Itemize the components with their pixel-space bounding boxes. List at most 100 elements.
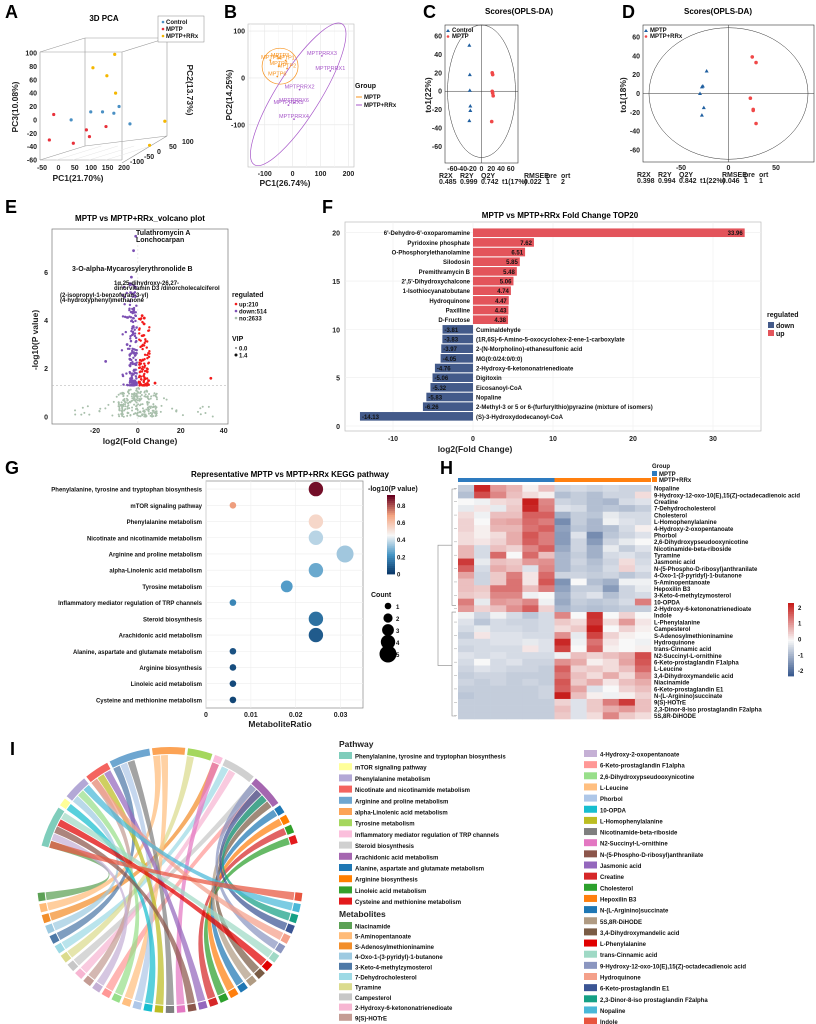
data-point-triangle <box>467 72 472 77</box>
point-down-regulated <box>128 309 131 312</box>
point-label: MPTP5 <box>261 55 279 61</box>
pathway-legend-swatch <box>339 852 352 860</box>
point-not-significant <box>155 392 158 395</box>
pathway-bubble <box>229 599 237 606</box>
heatmap-cell <box>538 632 555 640</box>
point-up-regulated <box>138 382 141 385</box>
heatmap-cell <box>570 591 587 599</box>
heatmap-cell <box>554 692 571 700</box>
point-not-significant <box>144 393 147 396</box>
colorbar-segment <box>788 603 794 606</box>
metabolite-legend-swatch <box>584 839 597 847</box>
point-down-regulated <box>129 300 132 303</box>
colorbar-segment <box>387 544 395 547</box>
heatmap-cell <box>538 485 555 492</box>
floor-edge <box>39 135 168 164</box>
colorbar-segment <box>387 552 395 555</box>
point-up-regulated <box>141 365 144 368</box>
colorbar-segment <box>387 530 395 533</box>
heatmap-cell <box>490 692 507 700</box>
chart-title: Scores(OPLS-DA) <box>684 7 752 16</box>
colorbar-segment <box>387 542 395 545</box>
point-not-significant <box>86 405 89 408</box>
heatmap-cell <box>474 698 491 706</box>
point-down-regulated <box>124 330 128 334</box>
pathway-label: Phenylalanine metabolism <box>127 520 202 526</box>
point-not-significant <box>129 414 132 417</box>
z-tick-label: 0 <box>157 149 161 156</box>
metabolite-arc <box>49 933 60 944</box>
heatmap-cell <box>474 591 491 599</box>
colorbar-segment <box>788 661 794 664</box>
heatmap-cell <box>458 531 475 539</box>
metabolite-legend-label: S-Adenosylmethioninamine <box>355 945 435 951</box>
metabolite-legend-label: L-Phenylalanine <box>600 942 647 948</box>
bar-value-label: 5.85 <box>506 260 518 266</box>
bar-value-label: 6.51 <box>511 251 523 257</box>
heatmap-cell <box>554 571 571 579</box>
row-label: 6-Keto-prostaglandin F1alpha <box>654 661 739 667</box>
colorbar-segment <box>788 674 794 677</box>
point-down-regulated <box>128 381 132 384</box>
heatmap-cell <box>618 505 636 513</box>
heatmap-cell <box>618 678 636 686</box>
metabolite-arc <box>285 923 295 934</box>
heatmap-cell <box>474 565 491 573</box>
colorbar-segment <box>788 659 794 662</box>
legend-label: MPTP <box>650 28 667 34</box>
row-label: L-Leucine <box>654 667 683 673</box>
point-down-regulated <box>134 353 137 357</box>
point-down-regulated <box>134 294 137 297</box>
heatmap-cell <box>634 632 652 640</box>
bar <box>473 315 509 325</box>
point-up-regulated <box>138 370 142 374</box>
row-label: Jasmonic acid <box>654 560 696 566</box>
bar-category-label: Nopaline <box>476 396 502 402</box>
heatmap-cell <box>586 558 604 566</box>
heatmap-cell <box>490 491 507 499</box>
chart-title: MPTP vs MPTP+RRx Fold Change TOP20 <box>482 211 639 220</box>
heatmap-cell <box>458 511 475 519</box>
colorbar-segment <box>387 538 395 541</box>
metabolite-legend-swatch <box>339 962 352 970</box>
heatmap-cell <box>602 685 620 693</box>
point-not-significant <box>122 403 125 406</box>
bar <box>422 402 473 411</box>
heatmap-cell <box>506 692 523 700</box>
heatmap-cell <box>458 485 475 492</box>
heatmap-cell <box>586 585 604 593</box>
row-label: L-Homophenylalanine <box>654 520 717 526</box>
point-not-significant <box>122 395 125 398</box>
panel-label-c: C <box>423 2 436 22</box>
heatmap-cell <box>458 578 475 586</box>
point-not-significant <box>124 403 127 406</box>
vip-legend-label: 0.0 <box>239 347 248 353</box>
heatmap-cell <box>506 625 523 633</box>
point-not-significant <box>150 395 153 398</box>
bar <box>473 296 509 305</box>
data-point-triangle <box>467 43 472 47</box>
metabolite-legend-label: 2,3-Dinor-8-iso prostaglandin F2alpha <box>600 998 708 1004</box>
z-axis-label: PC2(13.73%) <box>185 64 195 115</box>
point-down-regulated <box>130 349 134 353</box>
point-not-significant <box>111 414 114 417</box>
point-label: MPTP2 <box>278 64 296 70</box>
y-tick-label: -40 <box>27 144 37 151</box>
heatmap-cell <box>570 652 587 660</box>
x-axis-label: log2(Fold Change) <box>103 436 178 446</box>
pathway-bubble <box>308 627 324 643</box>
heatmap-cell <box>570 605 587 613</box>
heatmap-cell <box>522 672 539 680</box>
colorbar-segment <box>788 615 794 618</box>
metabolite-legend-label: 5S,8R-DiHODE <box>600 920 642 926</box>
metabolite-legend-swatch <box>339 983 352 991</box>
point-down-regulated <box>128 364 131 367</box>
pathway-arc <box>86 762 111 783</box>
point-not-significant <box>123 409 126 412</box>
metabolite-arc <box>227 988 239 999</box>
metabolite-legend-label: 4-Hydroxy-2-oxopentanoate <box>600 753 680 759</box>
bar-value-label: 33.96 <box>728 231 744 237</box>
heatmap-cell <box>538 551 555 559</box>
pathway-label: Phenylalanine, tyrosine and tryptophan b… <box>51 488 202 494</box>
heatmap-cell <box>554 491 571 499</box>
